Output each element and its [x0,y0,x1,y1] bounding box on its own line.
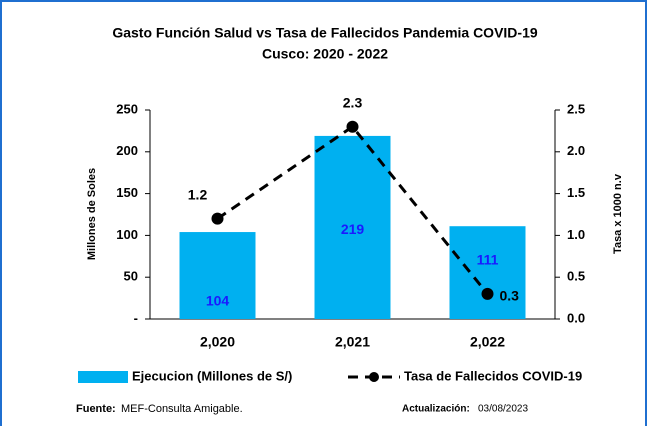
legend-marker [369,372,379,382]
y2-tick-label: 1.0 [567,227,585,242]
y-tick-label: - [134,310,138,325]
line-value-label: 2.3 [343,94,363,110]
update-label: Actualización: [402,404,470,415]
line-value-label: 0.3 [500,288,520,304]
y-axis-label: Millones de Soles [86,168,98,260]
chart-subtitle: Cusco: 2020 - 2022 [262,46,388,62]
bar-value-label: 219 [341,221,365,237]
legend-label: Ejecucion (Millones de S/) [132,368,292,383]
y2-axis-label: Tasa x 1000 n.v [612,173,624,254]
line-point [481,287,494,300]
line [216,124,489,295]
legend-label: Tasa de Fallecidos COVID-19 [404,368,582,383]
legend-swatch [78,371,128,383]
y-tick-label: 150 [116,185,138,200]
line-point [211,212,224,225]
y2-tick-label: 1.5 [567,185,585,200]
bar-value-label: 104 [206,293,230,309]
y2-tick-label: 2.5 [567,101,585,116]
x-tick-label: 2,021 [335,334,370,350]
y2-tick-label: 2.0 [567,143,585,158]
y2-tick-label: 0.0 [567,310,585,325]
y-tick-label: 50 [124,269,138,284]
x-tick-label: 2,020 [200,334,235,350]
y-tick-label: 200 [116,143,138,158]
bar [314,135,391,319]
line-value-label: 1.2 [188,186,208,202]
source-label: Fuente: [76,403,116,415]
chart-title: Gasto Función Salud vs Tasa de Fallecido… [112,25,538,41]
y2-tick-label: 0.5 [567,269,585,284]
bar [179,232,256,319]
y-tick-label: 100 [116,227,138,242]
update: 03/08/2023 [478,404,528,415]
line-point [346,120,359,133]
bar-value-label: 111 [477,251,499,267]
source: MEF-Consulta Amigable. [121,403,243,415]
bar [449,226,526,319]
x-tick-label: 2,022 [470,334,505,350]
y-tick-label: 250 [116,101,138,116]
